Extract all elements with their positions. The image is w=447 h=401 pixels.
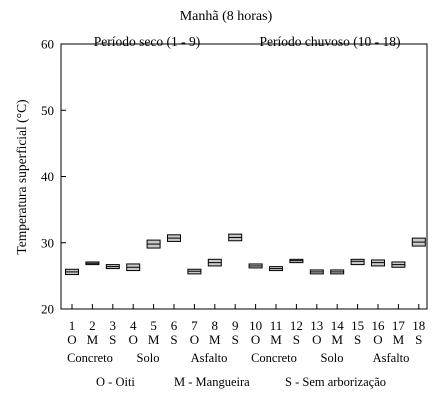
boxes-layer xyxy=(65,233,426,276)
y-tick-label: 30 xyxy=(41,235,54,250)
x-treatment-code: O xyxy=(190,332,199,347)
x-axis-categories: 1O2M3S4O5M6S7O8M9S10O11M12S13O14M15S16O1… xyxy=(67,304,425,347)
x-treatment-code: O xyxy=(67,332,76,347)
annotation-wet-period: Período chuvoso (10 - 18) xyxy=(260,34,401,49)
group-label-asfalto-wet: Asfalto xyxy=(373,351,410,365)
y-tick-label: 60 xyxy=(41,37,54,52)
x-category-number: 9 xyxy=(232,318,239,333)
y-axis-label: Temperatura superficial (°C) xyxy=(14,99,29,254)
x-category-number: 11 xyxy=(270,318,283,333)
box-15 xyxy=(350,258,365,266)
group-label-asfalto-dry: Asfalto xyxy=(191,351,228,365)
x-category-number: 3 xyxy=(110,318,117,333)
y-tick-label: 50 xyxy=(41,103,54,118)
x-treatment-code: M xyxy=(270,332,282,347)
x-treatment-code: M xyxy=(148,332,160,347)
x-category-number: 7 xyxy=(191,318,198,333)
x-treatment-code: O xyxy=(129,332,138,347)
x-treatment-code: S xyxy=(170,332,177,347)
x-treatment-code: O xyxy=(251,332,260,347)
x-category-number: 2 xyxy=(89,318,96,333)
x-category-number: 16 xyxy=(372,318,386,333)
x-category-number: 17 xyxy=(392,318,406,333)
x-treatment-code: M xyxy=(87,332,99,347)
legend-mangueira: M - Mangueira xyxy=(174,375,250,389)
x-treatment-code: S xyxy=(293,332,300,347)
group-label-solo-wet: Solo xyxy=(321,351,344,365)
x-treatment-code: S xyxy=(415,332,422,347)
y-tick-label: 40 xyxy=(41,169,54,184)
x-treatment-code: O xyxy=(312,332,321,347)
x-category-number: 10 xyxy=(249,318,262,333)
x-category-number: 13 xyxy=(310,318,323,333)
x-treatment-code: M xyxy=(393,332,405,347)
legend-sem-arborizacao: S - Sem arborização xyxy=(285,375,386,389)
x-category-number: 6 xyxy=(171,318,178,333)
x-category-number: 12 xyxy=(290,318,303,333)
y-tick-label: 20 xyxy=(41,302,54,317)
x-treatment-code: S xyxy=(232,332,239,347)
y-axis-ticks: 20 30 40 50 60 xyxy=(41,37,66,317)
x-treatment-code: S xyxy=(109,332,116,347)
x-treatment-code: O xyxy=(373,332,382,347)
x-category-number: 4 xyxy=(130,318,137,333)
x-category-number: 5 xyxy=(150,318,157,333)
x-category-number: 14 xyxy=(331,318,345,333)
group-label-concreto-dry: Concreto xyxy=(67,351,113,365)
legend-oiti: O - Oiti xyxy=(96,375,135,389)
chart-title: Manhã (8 horas) xyxy=(180,9,273,24)
group-label-concreto-wet: Concreto xyxy=(251,351,297,365)
plot-frame xyxy=(60,43,428,310)
x-treatment-code: M xyxy=(331,332,343,347)
annotation-dry-period: Período seco (1 - 9) xyxy=(94,34,200,49)
x-category-number: 15 xyxy=(351,318,364,333)
x-category-number: 1 xyxy=(69,318,76,333)
x-category-number: 8 xyxy=(212,318,219,333)
x-treatment-code: M xyxy=(209,332,221,347)
x-category-number: 18 xyxy=(412,318,425,333)
x-treatment-code: S xyxy=(354,332,361,347)
group-label-solo-dry: Solo xyxy=(137,351,160,365)
